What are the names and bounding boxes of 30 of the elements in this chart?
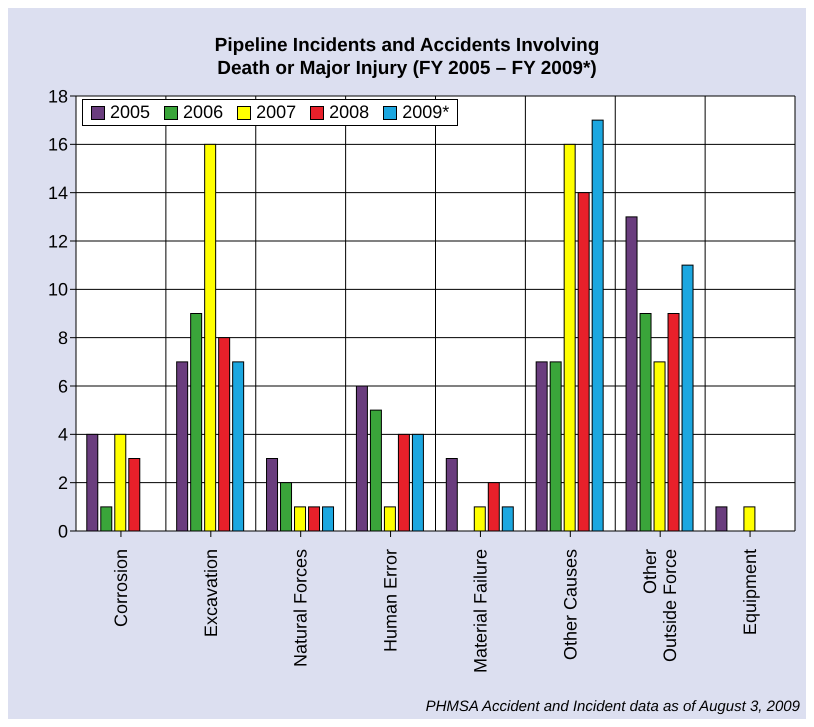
text: PHMSA Accident and Incident data as of August 3, 2009	[426, 698, 800, 715]
y-tick-label: 18	[48, 86, 68, 106]
y-tick-label: 12	[48, 231, 68, 252]
bar	[715, 506, 728, 531]
x-tick-label: Natural Forces	[290, 549, 311, 668]
x-tick-label: Other Causes	[560, 549, 580, 660]
bar	[502, 506, 514, 531]
legend-label: 2008	[328, 102, 370, 123]
x-tick-label: Excavation	[200, 549, 221, 638]
legend-label: 2009*	[401, 102, 450, 123]
legend-label: 2007	[255, 102, 296, 123]
y-tick-label: 2	[58, 473, 68, 494]
x-tick-label: Material Failure	[470, 549, 490, 674]
y-tick-label: 14	[48, 183, 68, 204]
y-tick-label: 0	[58, 521, 68, 542]
y-tick-label: 4	[58, 424, 68, 445]
y-tick-label: 16	[48, 134, 68, 155]
x-tick-label: Corrosion	[110, 549, 131, 628]
bar	[308, 506, 320, 531]
legend-label: 2006	[182, 102, 224, 123]
bar	[100, 506, 112, 531]
chart-title: Pipeline Incidents and Accidents Involving Death or Major Injury (FY 2005 – FY 2009*)	[214, 34, 600, 80]
x-tick-label: Equipment	[740, 549, 760, 636]
bar	[322, 506, 334, 531]
y-tick-label: 10	[48, 280, 68, 300]
x-tick-label: Human Error	[380, 549, 401, 652]
y-tick-label: 6	[58, 376, 68, 396]
x-tick-label: Other Outside Force	[640, 549, 680, 662]
legend-label: 2005	[109, 102, 150, 123]
y-tick-label: 8	[58, 328, 68, 348]
